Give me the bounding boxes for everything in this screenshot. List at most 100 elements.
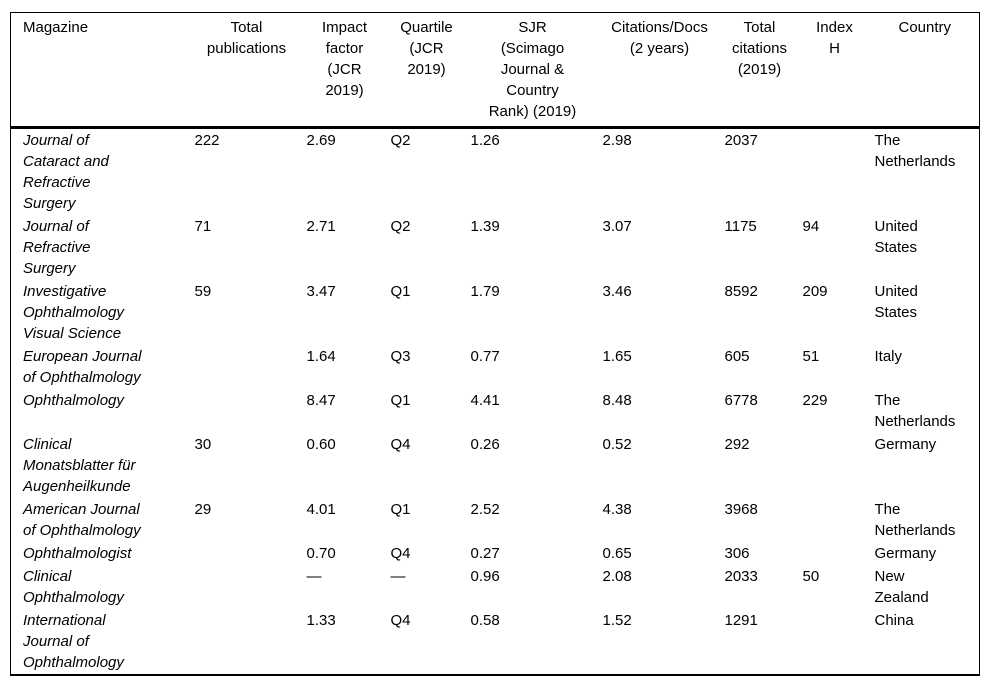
table-row: European Journal of Ophthalmology 1.64 Q3 0… [11, 345, 980, 389]
cell-quartile: Q4 [390, 612, 411, 629]
cell-citations_docs: 3.46 [602, 283, 632, 300]
cell-total_citations: 6778 [724, 392, 758, 409]
column-header-total_citations: Total citations (2019) [720, 12, 799, 129]
column-header-impact_factor: Impact factor (JCR 2019) [302, 12, 387, 129]
column-header-citations_docs: Citations/Docs (2 years) [598, 12, 721, 129]
cell-quartile: Q2 [390, 218, 411, 235]
header-row: Magazine Total publications Impact factor … [10, 12, 980, 129]
cell-citations_docs: 0.65 [602, 545, 632, 562]
cell-quartile: Q4 [390, 545, 411, 562]
cell-sjr: 1.26 [470, 132, 500, 149]
table-row: Clinical Ophthalmology — — 0.96 2.08 2033 50 Ne… [11, 565, 980, 609]
column-header-country: Country [870, 12, 980, 129]
cell-sjr: 0.26 [470, 436, 500, 453]
cell-total_publications: 222 [194, 132, 220, 149]
cell-citations_docs: 8.48 [602, 392, 632, 409]
cell-index_h: 94 [802, 218, 820, 235]
cell-total_citations: 8592 [724, 283, 758, 300]
cell-impact_factor: 4.01 [306, 501, 336, 518]
cell-magazine: Ophthalmology [23, 392, 124, 409]
table-row: Clinical Monatsblatter für Augenheilkund… [11, 433, 980, 498]
cell-citations_docs: 3.07 [602, 218, 632, 235]
table-row: International Journal of Ophthalmology 1.… [11, 609, 980, 675]
cell-index_h: 209 [802, 283, 828, 300]
cell-country: United States [874, 283, 918, 321]
cell-sjr: 1.79 [470, 283, 500, 300]
column-header-total_publications: Total publications [190, 12, 303, 129]
cell-impact_factor: 0.60 [306, 436, 336, 453]
cell-sjr: 4.41 [470, 392, 500, 409]
cell-sjr: 0.77 [470, 348, 500, 365]
cell-country: The Netherlands [874, 501, 956, 539]
cell-sjr: 0.27 [470, 545, 500, 562]
cell-country: United States [874, 218, 918, 256]
cell-impact_factor: 8.47 [306, 392, 336, 409]
cell-index_h [799, 128, 871, 216]
cell-index_h: 229 [802, 392, 828, 409]
cell-impact_factor: 1.64 [306, 348, 336, 365]
cell-impact_factor: 2.69 [306, 132, 336, 149]
cell-quartile: Q3 [390, 348, 411, 365]
cell-country: China [874, 612, 914, 629]
cell-quartile: Q4 [390, 436, 411, 453]
cell-total_publications: 30 [194, 436, 212, 453]
cell-magazine: Clinical Monatsblatter für Augenheilkund… [23, 436, 136, 495]
cell-sjr: 0.96 [470, 568, 500, 585]
cell-magazine: Investigative Ophthalmology Visual Scien… [23, 283, 124, 342]
cell-index_h [799, 498, 871, 542]
cell-citations_docs: 4.38 [602, 501, 632, 518]
cell-country: New Zealand [874, 568, 929, 606]
cell-total_publications: 71 [194, 218, 212, 235]
cell-impact_factor: 0.70 [306, 545, 336, 562]
cell-total_citations: 2037 [724, 132, 758, 149]
cell-total_publications [191, 565, 303, 609]
cell-total_citations: 3968 [724, 501, 758, 518]
table-row: Journal of Cataract and Refractive Surge… [11, 128, 980, 216]
column-header-index_h: Index H [798, 12, 871, 129]
cell-sjr: 2.52 [470, 501, 500, 518]
cell-total_publications [191, 542, 303, 565]
cell-citations_docs: 1.65 [602, 348, 632, 365]
cell-index_h [799, 542, 871, 565]
cell-quartile: Q1 [390, 283, 411, 300]
cell-country: The Netherlands [874, 132, 956, 170]
cell-sjr: 0.58 [470, 612, 500, 629]
cell-magazine: American Journal of Ophthalmology [23, 501, 141, 539]
table-row: Investigative Ophthalmology Visual Scien… [11, 280, 980, 345]
column-header-magazine: Magazine [10, 12, 191, 129]
table-row: American Journal of Ophthalmology 29 4.01 Q… [11, 498, 980, 542]
cell-total_citations: 2033 [724, 568, 758, 585]
cell-magazine: Journal of Refractive Surgery [23, 218, 91, 277]
cell-citations_docs: 2.98 [602, 132, 632, 149]
cell-total_citations: 306 [724, 545, 750, 562]
cell-impact_factor: 3.47 [306, 283, 336, 300]
cell-total_publications [191, 609, 303, 675]
cell-index_h [799, 433, 871, 498]
table-row: Ophthalmology 8.47 Q1 4.41 8.48 6778 229 The Ne… [11, 389, 980, 433]
cell-country: The Netherlands [874, 392, 956, 430]
cell-citations_docs: 2.08 [602, 568, 632, 585]
cell-magazine: International Journal of Ophthalmology [23, 612, 124, 671]
column-header-sjr: SJR (Scimago Journal & Country Rank) (20… [466, 12, 599, 129]
cell-country: Italy [874, 348, 903, 365]
cell-country: Germany [874, 436, 937, 453]
cell-magazine: Ophthalmologist [23, 545, 132, 562]
cell-quartile: Q2 [390, 132, 411, 149]
cell-index_h: 50 [802, 568, 820, 585]
table-row: Journal of Refractive Surgery 71 2.71 Q2 1.3… [11, 215, 980, 280]
cell-impact_factor: — [306, 568, 322, 585]
cell-quartile: Q1 [390, 392, 411, 409]
cell-impact_factor: 2.71 [306, 218, 336, 235]
cell-total_citations: 292 [724, 436, 750, 453]
cell-magazine: Clinical Ophthalmology [23, 568, 124, 606]
table-header: Magazine Total publications Impact factor … [10, 12, 980, 129]
cell-total_citations: 605 [724, 348, 750, 365]
cell-magazine: Journal of Cataract and Refractive Surge… [23, 132, 109, 212]
cell-magazine: European Journal of Ophthalmology [23, 348, 142, 386]
cell-total_citations: 1291 [724, 612, 758, 629]
cell-sjr: 1.39 [470, 218, 500, 235]
cell-index_h: 51 [802, 348, 820, 365]
table-body: Journal of Cataract and Refractive Surge… [11, 128, 980, 676]
cell-total_publications [191, 389, 303, 433]
